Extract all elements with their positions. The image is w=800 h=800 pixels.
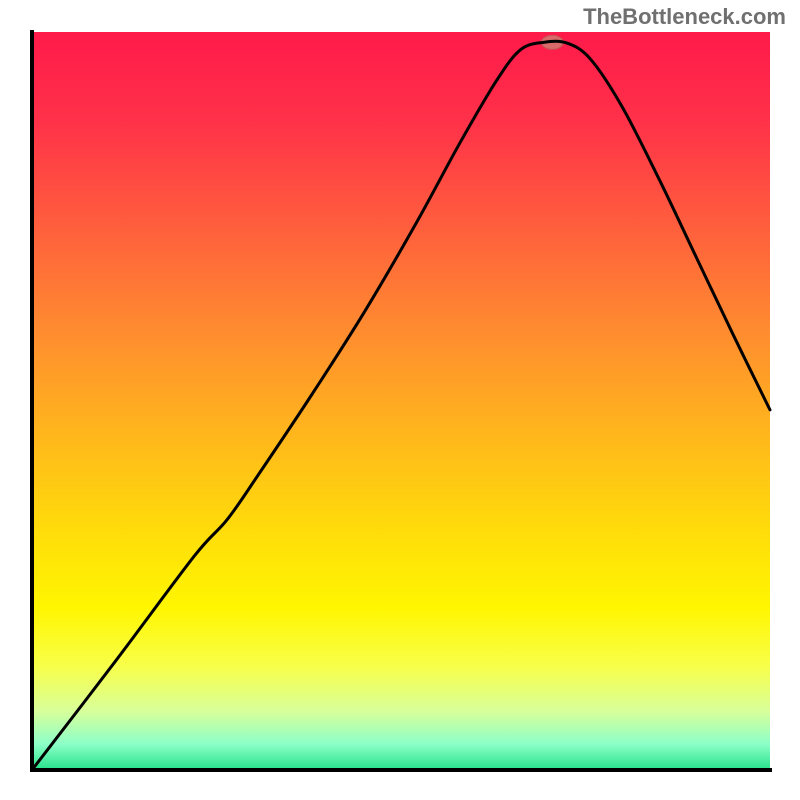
chart-background [32,32,770,770]
bottleneck-chart: TheBottleneck.com [0,0,800,800]
chart-svg [0,0,800,800]
watermark-text: TheBottleneck.com [583,4,786,30]
